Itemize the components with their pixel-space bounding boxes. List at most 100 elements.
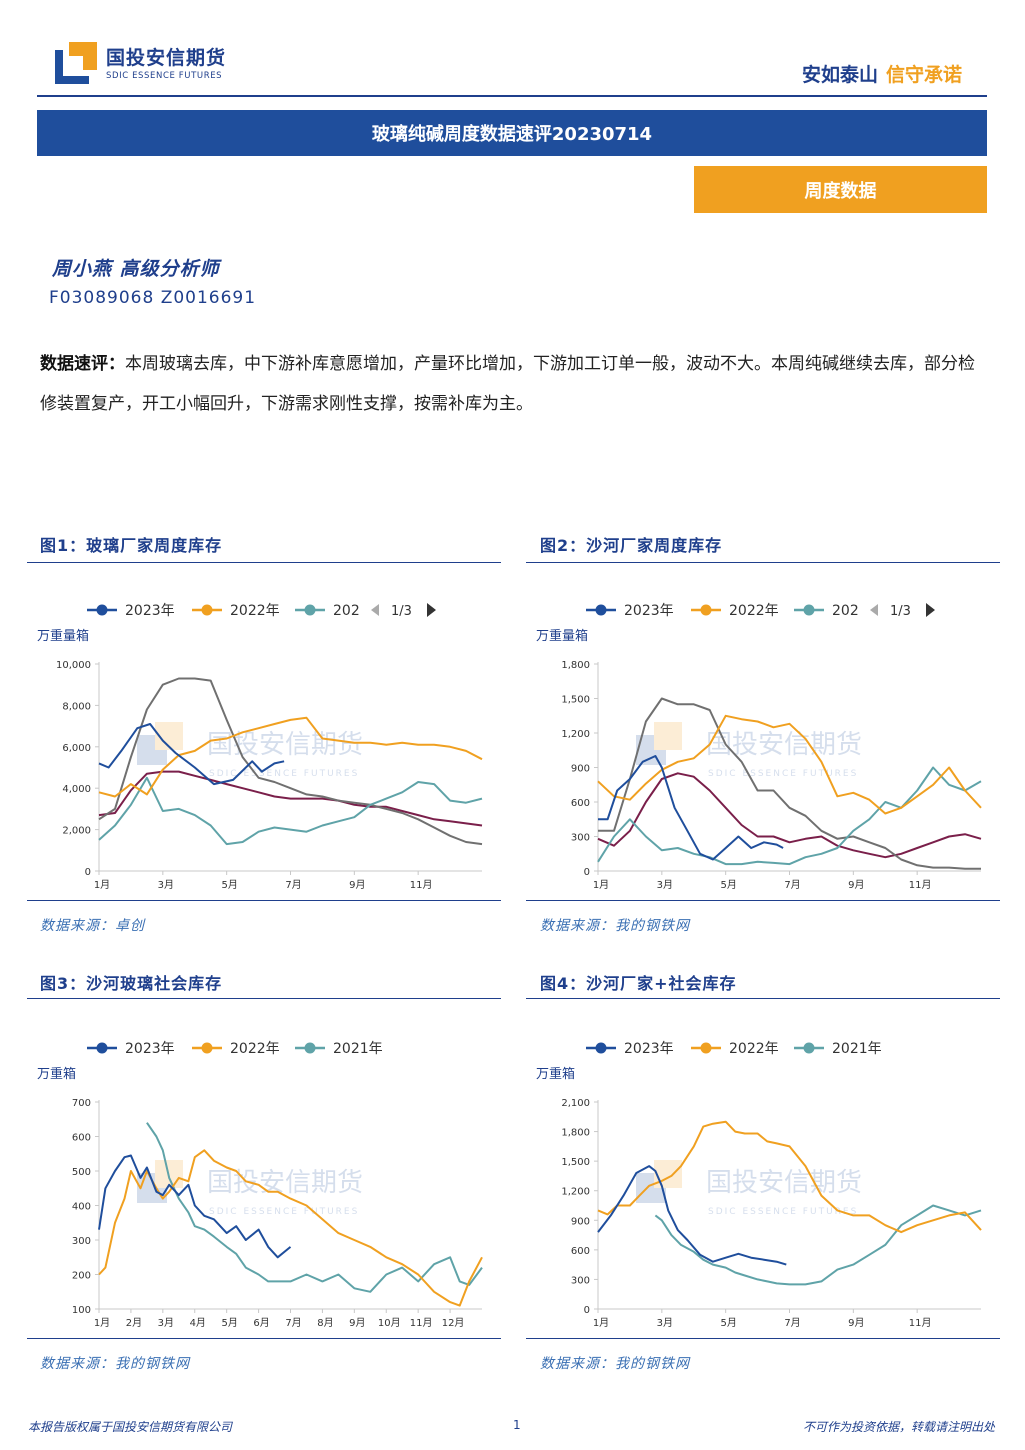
y-tick-label: 600 — [72, 1133, 91, 1144]
series-line — [98, 1154, 292, 1259]
y-tick-label: 4,000 — [62, 784, 91, 795]
legend-label: 2023年 — [125, 1041, 175, 1057]
watermark: 国投安信期货 SDIC ESSENCE FUTURES — [636, 722, 862, 779]
x-tick-label: 3月 — [657, 879, 673, 891]
x-tick-label: 1月 — [593, 1317, 609, 1329]
series-line — [146, 1122, 483, 1293]
x-tick-label: 7月 — [784, 1317, 800, 1329]
x-tick-label: 5月 — [221, 1317, 237, 1329]
header-divider — [37, 95, 987, 97]
figure-4-title: 图4：沙河厂家+社会库存 — [540, 974, 737, 993]
x-tick-label: 5月 — [221, 879, 237, 891]
y-axis-unit: 万重箱 — [37, 1066, 76, 1082]
x-tick-label: 12月 — [442, 1317, 465, 1329]
series-line — [597, 1165, 787, 1266]
y-tick-label: 900 — [571, 1216, 590, 1227]
y-tick-label: 1,500 — [561, 1157, 590, 1168]
figure-1-title: 图1：玻璃厂家周度库存 — [40, 536, 223, 555]
watermark-text: SDIC ESSENCE FUTURES — [209, 1207, 359, 1217]
legend-label: 2021年 — [832, 1041, 882, 1057]
y-tick-label: 300 — [72, 1236, 91, 1247]
figure-3-title: 图3：沙河玻璃社会库存 — [40, 974, 223, 993]
x-tick-label: 4月 — [190, 1317, 206, 1329]
footer-copyright: 本报告版权属于国投安信期货有限公司 — [28, 1420, 233, 1434]
legend-marker — [803, 1042, 815, 1054]
figure-2-source-rule — [526, 900, 1000, 901]
legend-marker — [803, 604, 815, 616]
x-tick-label: 9月 — [848, 879, 864, 891]
x-tick-label: 8月 — [317, 1317, 333, 1329]
y-axis-unit: 万重量箱 — [536, 628, 588, 644]
watermark-mark — [654, 722, 682, 750]
legend-next-icon[interactable] — [926, 603, 935, 617]
series-line — [98, 716, 483, 798]
chart-glass-factory-inventory: 国投安信期货 SDIC ESSENCE FUTURES 2023年 2022年 202 1… — [37, 603, 483, 891]
x-tick-label: 7月 — [285, 879, 301, 891]
y-tick-label: 500 — [72, 1167, 91, 1178]
x-tick-label: 3月 — [158, 1317, 174, 1329]
y-tick-label: 1,200 — [561, 1187, 590, 1198]
legend-prev-icon[interactable] — [870, 604, 878, 616]
chart-shahe-factory-inventory: 国投安信期货 SDIC ESSENCE FUTURES 2023年 2022年 202 1… — [536, 603, 982, 891]
watermark-text: 国投安信期货 — [706, 730, 862, 760]
series-line — [597, 766, 982, 866]
watermark: 国投安信期货 SDIC ESSENCE FUTURES — [636, 1160, 862, 1217]
y-tick-label: 600 — [571, 1246, 590, 1257]
y-tick-label: 600 — [571, 798, 590, 809]
legend-label: 2021年 — [333, 1041, 383, 1057]
series-line — [654, 1204, 982, 1286]
series-line — [98, 677, 483, 846]
y-tick-label: 0 — [584, 1305, 590, 1316]
x-tick-label: 11月 — [909, 1317, 932, 1329]
legend-prev-icon[interactable] — [371, 604, 379, 616]
company-name-en: SDIC ESSENCE FUTURES — [106, 71, 223, 81]
figure-2-source: 数据来源：我的钢铁网 — [540, 918, 690, 934]
legend-marker — [201, 604, 213, 616]
watermark-text: SDIC ESSENCE FUTURES — [708, 1207, 858, 1217]
figure-4-source-rule — [526, 1338, 1000, 1339]
y-tick-label: 100 — [72, 1305, 91, 1316]
report-title: 玻璃纯碱周度数据速评20230714 — [37, 110, 987, 156]
legend-marker — [96, 1042, 108, 1054]
series-line — [597, 772, 982, 859]
summary-text: 本周玻璃去库，中下游补库意愿增加，产量环比增加，下游加工订单一般，波动不大。本周… — [40, 354, 975, 414]
y-tick-label: 2,000 — [62, 826, 91, 837]
report-tag: 周度数据 — [694, 166, 987, 213]
x-tick-label: 6月 — [253, 1317, 269, 1329]
figure-3-source: 数据来源：我的钢铁网 — [40, 1356, 190, 1372]
legend-label: 2022年 — [729, 1041, 779, 1057]
figure-4-source: 数据来源：我的钢铁网 — [540, 1356, 690, 1372]
y-tick-label: 200 — [72, 1271, 91, 1282]
y-tick-label: 1,800 — [561, 660, 590, 671]
x-tick-label: 9月 — [848, 1317, 864, 1329]
chart-shahe-total-inventory: 国投安信期货 SDIC ESSENCE FUTURES 2023年 2022年 2021… — [536, 1041, 982, 1329]
figure-3-source-rule — [27, 1338, 501, 1339]
x-tick-label: 2月 — [126, 1317, 142, 1329]
legend-marker — [700, 1042, 712, 1054]
figure-1-source-rule — [27, 900, 501, 901]
x-tick-label: 9月 — [349, 1317, 365, 1329]
y-tick-label: 8,000 — [62, 701, 91, 712]
watermark-mark — [636, 1173, 666, 1203]
x-tick-label: 9月 — [349, 879, 365, 891]
watermark-text: 国投安信期货 — [207, 730, 363, 760]
x-tick-label: 3月 — [657, 1317, 673, 1329]
legend-marker — [304, 604, 316, 616]
x-tick-label: 3月 — [158, 879, 174, 891]
legend-marker — [96, 604, 108, 616]
watermark-text: SDIC ESSENCE FUTURES — [708, 769, 858, 779]
slogan-part-a: 安如泰山 — [801, 64, 878, 86]
figure-2-rule — [526, 562, 1000, 563]
legend-next-icon[interactable] — [427, 603, 436, 617]
figure-4-rule — [526, 998, 1000, 999]
x-tick-label: 11月 — [410, 1317, 433, 1329]
legend-pager: 1/3 — [391, 604, 412, 619]
legend-label: 202 — [333, 603, 360, 619]
watermark-mark — [654, 1160, 682, 1188]
slogan-part-b: 信守承诺 — [885, 64, 962, 86]
x-tick-label: 11月 — [410, 879, 433, 891]
company-logo-mark — [55, 42, 97, 84]
watermark-text: 国投安信期货 — [207, 1168, 363, 1198]
series-line — [597, 1120, 982, 1234]
y-tick-label: 700 — [72, 1098, 91, 1109]
